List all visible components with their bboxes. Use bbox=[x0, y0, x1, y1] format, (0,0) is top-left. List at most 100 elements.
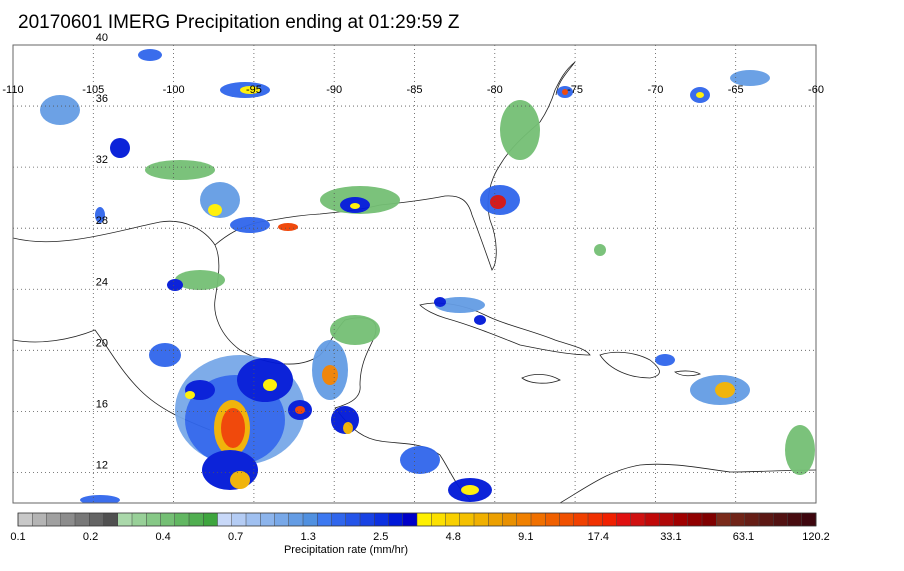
colorbar-swatch bbox=[459, 513, 475, 526]
colorbar-swatch bbox=[203, 513, 218, 526]
colorbar-swatch bbox=[260, 513, 275, 526]
precip-cell bbox=[230, 471, 250, 489]
colorbar-label: 0.1 bbox=[10, 531, 25, 543]
precip-cell bbox=[95, 207, 105, 223]
precip-cell bbox=[138, 49, 162, 61]
precip-cell bbox=[208, 204, 222, 216]
colorbar-swatch bbox=[645, 513, 660, 526]
colorbar-swatch bbox=[345, 513, 361, 526]
precip-cell bbox=[80, 495, 120, 503]
colorbar-frame bbox=[17, 512, 817, 527]
precip-cell bbox=[715, 382, 735, 398]
mexico-west-coast bbox=[13, 329, 211, 431]
precip-cell bbox=[145, 160, 215, 180]
precip-cell bbox=[322, 365, 338, 385]
colorbar-label: 17.4 bbox=[588, 531, 609, 543]
longitude-label: -65 bbox=[728, 84, 744, 96]
colorbar-swatch bbox=[303, 513, 318, 526]
hispaniola bbox=[599, 351, 660, 379]
colorbar-label: 120.2 bbox=[802, 531, 830, 543]
colorbar-swatch bbox=[274, 513, 290, 526]
precip-cell bbox=[295, 406, 305, 414]
colorbar-swatch bbox=[374, 513, 389, 526]
jamaica bbox=[521, 374, 561, 384]
colorbar-swatch bbox=[716, 513, 731, 526]
colorbar-swatch bbox=[531, 513, 546, 526]
colorbar-swatch bbox=[545, 513, 560, 526]
precip-cell bbox=[230, 217, 270, 233]
precip-cell bbox=[562, 89, 568, 95]
precip-cell bbox=[730, 70, 770, 86]
colorbar-swatch bbox=[174, 513, 190, 526]
precip-cell bbox=[110, 138, 130, 158]
latitude-label: 20 bbox=[96, 337, 108, 349]
colorbar-title: Precipitation rate (mm/hr) bbox=[284, 544, 408, 556]
precip-cell bbox=[240, 86, 260, 94]
colorbar-swatch bbox=[60, 513, 76, 526]
colorbar-label: 33.1 bbox=[660, 531, 681, 543]
precip-cell bbox=[696, 92, 704, 98]
colorbar-swatch bbox=[659, 513, 674, 526]
precip-cell bbox=[343, 422, 353, 434]
colorbar-swatch bbox=[32, 513, 47, 526]
precip-cell bbox=[185, 391, 195, 399]
colorbar-swatch bbox=[801, 513, 817, 526]
colorbar-swatch bbox=[417, 513, 432, 526]
colorbar-swatch bbox=[588, 513, 603, 526]
lat-lon-grid bbox=[13, 45, 816, 503]
colorbar-swatch bbox=[773, 513, 788, 526]
colorbar-label: 63.1 bbox=[733, 531, 754, 543]
colorbar-swatch bbox=[673, 513, 689, 526]
colorbar-swatch bbox=[744, 513, 760, 526]
colorbar-swatch bbox=[388, 513, 404, 526]
colorbar-label: 0.2 bbox=[83, 531, 98, 543]
colorbar-label: 9.1 bbox=[518, 531, 533, 543]
precip-cell bbox=[490, 195, 506, 209]
precip-cell bbox=[434, 297, 446, 307]
colorbar-swatch bbox=[331, 513, 347, 526]
colorbar-swatch bbox=[759, 513, 774, 526]
precip-cell bbox=[474, 315, 486, 325]
colorbar-swatch bbox=[217, 513, 233, 526]
colorbar-swatch bbox=[702, 513, 717, 526]
colorbar bbox=[17, 512, 817, 527]
precip-cell bbox=[237, 358, 293, 402]
colorbar-swatch bbox=[516, 513, 532, 526]
precip-cell bbox=[167, 279, 183, 291]
colorbar-swatch bbox=[687, 513, 703, 526]
colorbar-swatch bbox=[616, 513, 632, 526]
precip-cell bbox=[350, 203, 360, 209]
colorbar-swatch bbox=[474, 513, 489, 526]
colorbar-swatch bbox=[189, 513, 204, 526]
longitude-labels: -110 -105 -100 -95 -90 -85 -80 -75 -70 -65 -60 bbox=[2, 84, 824, 96]
longitude-label: -80 bbox=[487, 84, 503, 96]
precip-cell bbox=[40, 95, 80, 125]
map-frame bbox=[12, 44, 817, 504]
latitude-label: 32 bbox=[96, 154, 108, 166]
colorbar-swatch bbox=[730, 513, 746, 526]
longitude-label: -85 bbox=[407, 84, 423, 96]
colorbar-label: 1.3 bbox=[301, 531, 316, 543]
south-america-coast bbox=[559, 463, 816, 503]
colorbar-label: 4.8 bbox=[446, 531, 461, 543]
precip-cell bbox=[221, 408, 245, 448]
latitude-label: 28 bbox=[96, 215, 108, 227]
colorbar-swatch bbox=[431, 513, 446, 526]
colorbar-swatch bbox=[46, 513, 62, 526]
precip-cell bbox=[435, 297, 485, 313]
colorbar-swatch bbox=[630, 513, 646, 526]
colorbar-swatch bbox=[502, 513, 518, 526]
precip-cell bbox=[330, 315, 380, 345]
precip-cell bbox=[278, 223, 298, 231]
colorbar-swatch bbox=[160, 513, 176, 526]
latitude-label: 40 bbox=[96, 32, 108, 44]
colorbar-swatch bbox=[103, 513, 119, 526]
precip-cell bbox=[655, 354, 675, 366]
colorbar-labels: 0.1 0.2 0.4 0.7 1.3 2.5 4.8 9.1 17.4 33.1 63.1 120.… bbox=[10, 531, 829, 543]
puerto-rico bbox=[674, 370, 701, 377]
longitude-label: -110 bbox=[2, 84, 23, 96]
colorbar-swatch bbox=[488, 513, 503, 526]
colorbar-swatch bbox=[288, 513, 304, 526]
latitude-label: 12 bbox=[96, 459, 108, 471]
